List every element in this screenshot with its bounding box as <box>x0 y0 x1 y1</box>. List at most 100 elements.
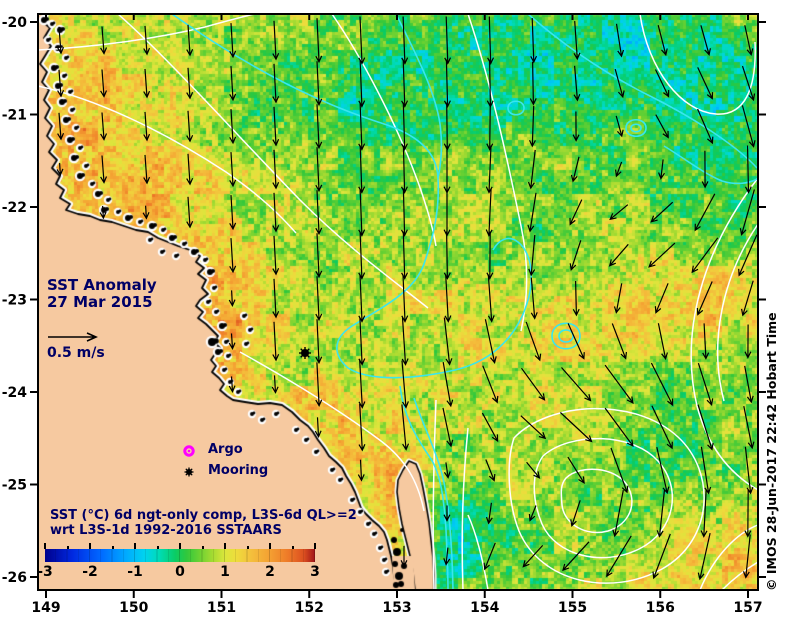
current-arrow <box>229 109 237 145</box>
front-contour-cyan <box>558 329 574 343</box>
current-arrow <box>228 333 236 350</box>
current-arrow <box>100 112 108 141</box>
x-tick-label: 150 <box>119 600 148 616</box>
current-arrow <box>744 145 752 194</box>
current-arrow <box>604 407 634 447</box>
current-arrow <box>486 102 494 151</box>
current-arrow <box>443 231 451 280</box>
colorbar-tick <box>134 543 136 549</box>
mooring-marker-icon <box>299 347 311 359</box>
current-arrow <box>520 415 547 440</box>
current-arrow <box>143 111 151 142</box>
current-arrow <box>56 163 64 177</box>
current-arrow <box>570 500 581 527</box>
current-arrow <box>521 367 546 401</box>
current-arrow <box>658 159 665 180</box>
current-arrow <box>358 360 366 409</box>
front-contour-cyan <box>399 385 449 590</box>
current-arrow <box>610 447 629 494</box>
current-arrow <box>697 108 714 145</box>
current-arrow <box>527 192 537 233</box>
current-arrow <box>401 317 409 366</box>
ssh-contour-white <box>239 351 425 512</box>
front-contour-cyan <box>630 123 642 133</box>
current-arrow <box>315 319 323 365</box>
current-arrow <box>572 111 580 142</box>
colorbar-tick-label: 1 <box>220 564 230 580</box>
current-arrow <box>615 115 624 138</box>
current-arrow <box>315 61 323 107</box>
colorbar-title: SST (°C) 6d ngt-only comp, L3S-6d QL>=2 … <box>50 508 357 539</box>
current-arrow <box>606 535 632 578</box>
colorbar-tick <box>291 546 294 549</box>
ssh-contour-white <box>699 524 758 590</box>
mooring-marker-icon-legend <box>184 467 194 477</box>
current-arrow <box>229 152 237 188</box>
current-arrow <box>650 362 674 407</box>
current-arrow <box>272 192 280 233</box>
ssh-contour-white <box>38 14 255 51</box>
x-tick-label: 152 <box>295 600 324 616</box>
current-arrow <box>401 360 409 409</box>
colorbar-tick-label: -3 <box>37 564 53 580</box>
current-arrow <box>697 363 714 407</box>
current-arrow <box>229 66 237 102</box>
current-arrow <box>272 63 280 104</box>
current-arrow <box>530 17 538 64</box>
current-arrow <box>400 145 408 194</box>
colorbar-tick <box>44 543 46 549</box>
ssh-contour-white <box>38 85 297 234</box>
current-arrow <box>401 231 409 280</box>
current-arrow <box>400 545 408 568</box>
current-arrow <box>272 20 280 61</box>
current-arrow <box>702 323 710 360</box>
current-arrow <box>528 234 536 277</box>
current-arrow <box>315 147 323 193</box>
current-arrow <box>272 149 280 190</box>
plot-date: 27 Mar 2015 <box>47 293 153 312</box>
current-arrow <box>742 534 751 579</box>
current-arrow <box>650 201 674 223</box>
current-arrow <box>567 456 585 485</box>
colorbar-steps <box>45 549 315 562</box>
current-arrow <box>561 367 592 402</box>
mooring-legend-label: Mooring <box>208 463 269 478</box>
current-arrow <box>526 461 541 479</box>
current-arrow <box>485 145 493 194</box>
current-arrow <box>573 21 581 61</box>
current-arrow <box>700 489 708 538</box>
current-arrow <box>228 376 236 393</box>
current-arrow <box>442 407 454 448</box>
front-contour-cyan <box>413 397 454 590</box>
argo-legend-label: Argo <box>208 442 243 457</box>
colorbar-tick-label: -2 <box>82 564 98 580</box>
map-frame <box>30 13 766 598</box>
current-arrow <box>315 362 323 408</box>
ssh-contour-white <box>461 427 469 590</box>
current-arrow <box>744 365 754 404</box>
current-arrow <box>657 323 668 361</box>
current-arrow <box>442 361 454 408</box>
current-arrow <box>401 16 409 65</box>
current-arrow <box>529 61 537 106</box>
current-arrow <box>483 542 496 571</box>
y-tick-label: -22 <box>2 200 27 216</box>
ssh-contour-white <box>560 468 633 534</box>
current-arrow <box>528 105 536 148</box>
current-arrow <box>186 153 194 186</box>
y-tick-label: -24 <box>2 385 28 401</box>
current-arrow <box>528 505 537 522</box>
current-arrow <box>487 16 495 65</box>
current-arrow <box>484 319 497 365</box>
current-arrow <box>315 233 323 279</box>
current-arrow <box>143 25 151 56</box>
current-arrow <box>701 150 709 189</box>
current-arrow <box>443 59 451 108</box>
front-contour-cyan <box>625 118 647 138</box>
y-tick-label: -25 <box>2 478 27 494</box>
ssh-contour-white <box>467 14 528 332</box>
front-contour-cyan <box>171 14 533 379</box>
current-arrow <box>229 23 237 59</box>
current-arrow <box>613 283 623 314</box>
